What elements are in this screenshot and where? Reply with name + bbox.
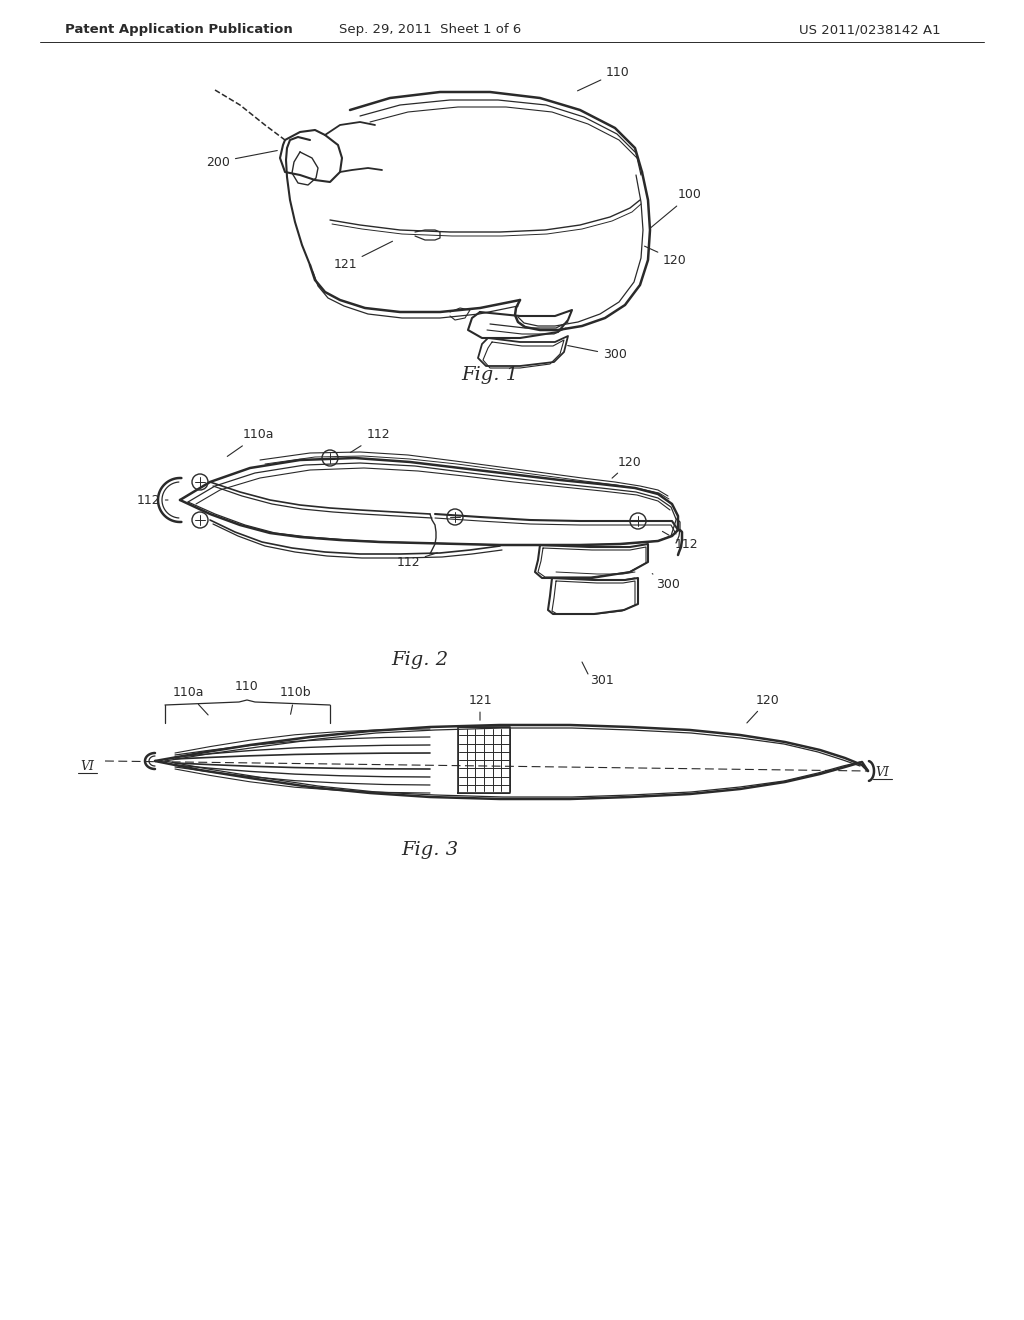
Text: 200: 200 <box>206 150 278 169</box>
Text: 110b: 110b <box>280 686 311 714</box>
Text: 112: 112 <box>350 429 390 453</box>
Text: VI: VI <box>80 760 94 774</box>
Text: 112: 112 <box>396 553 437 569</box>
Text: Fig. 2: Fig. 2 <box>391 651 449 669</box>
Text: 110a: 110a <box>227 429 273 457</box>
Text: Fig. 3: Fig. 3 <box>401 841 459 859</box>
Text: 300: 300 <box>652 574 680 591</box>
Text: Fig. 1: Fig. 1 <box>462 366 518 384</box>
Text: 120: 120 <box>612 455 642 478</box>
Text: 100: 100 <box>650 189 701 228</box>
Text: 121: 121 <box>333 242 392 272</box>
Text: 121: 121 <box>468 693 492 721</box>
Text: Patent Application Publication: Patent Application Publication <box>65 24 293 37</box>
Text: 300: 300 <box>567 346 627 362</box>
Text: 110a: 110a <box>172 686 208 715</box>
Text: 110: 110 <box>236 680 259 693</box>
Text: 301: 301 <box>590 673 613 686</box>
Text: 110: 110 <box>578 66 630 91</box>
Text: 120: 120 <box>644 246 687 267</box>
Text: VI: VI <box>874 767 889 780</box>
Text: 112: 112 <box>136 494 168 507</box>
Text: 112: 112 <box>663 532 697 552</box>
Text: Sep. 29, 2011  Sheet 1 of 6: Sep. 29, 2011 Sheet 1 of 6 <box>339 24 521 37</box>
Text: US 2011/0238142 A1: US 2011/0238142 A1 <box>799 24 941 37</box>
Text: 120: 120 <box>746 693 780 723</box>
